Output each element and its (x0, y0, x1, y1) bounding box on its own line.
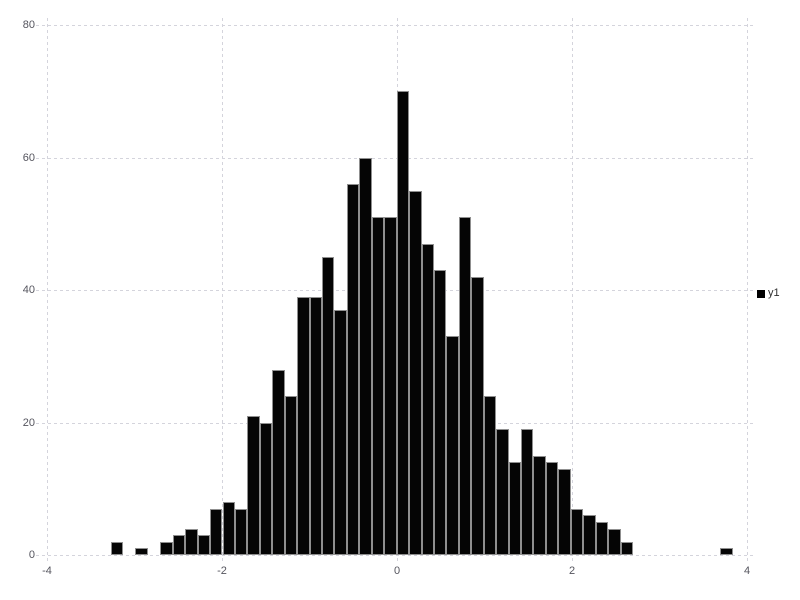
gridline-vertical (747, 18, 748, 561)
x-axis-tick-label: -4 (42, 565, 52, 577)
legend-marker-icon (757, 289, 765, 298)
y-axis-tick-label: 20 (22, 417, 35, 429)
x-axis-tick-label: -2 (217, 565, 227, 577)
histogram-bar (284, 396, 298, 555)
histogram-bar (172, 535, 186, 555)
gridline-horizontal (36, 555, 755, 556)
x-axis-tick-label: 2 (568, 565, 576, 577)
histogram-bar (608, 528, 621, 555)
histogram-bar (160, 541, 173, 555)
histogram-bar (309, 296, 323, 555)
histogram-bar (508, 462, 522, 555)
gridline-vertical (47, 18, 48, 561)
histogram-bar (558, 468, 571, 555)
histogram-bar (210, 508, 223, 555)
histogram-bar (521, 429, 534, 555)
histogram-bar (471, 276, 484, 555)
histogram-bar (446, 336, 459, 555)
histogram-bar (433, 270, 447, 555)
gridline-vertical (222, 18, 223, 561)
histogram-bar (720, 548, 733, 555)
histogram-bar (583, 515, 596, 555)
histogram-bar (620, 541, 633, 555)
x-axis-tick-label: 0 (393, 565, 401, 577)
histogram-bar (222, 502, 235, 555)
histogram-bar (234, 508, 248, 555)
histogram-bar (371, 217, 385, 555)
histogram-bar (533, 455, 546, 555)
histogram-bar (272, 369, 285, 555)
y-axis-tick-label: 0 (28, 549, 35, 561)
gridline-horizontal (36, 25, 755, 26)
x-axis-tick-label: 4 (743, 565, 751, 577)
y-axis-tick-label: 60 (22, 152, 35, 164)
histogram-bar (570, 508, 584, 555)
histogram-bar (483, 396, 497, 555)
legend-label: y1 (768, 287, 780, 299)
histogram-bar (346, 184, 360, 555)
histogram-bar (359, 157, 372, 555)
histogram-bar (259, 422, 273, 555)
histogram-bar (197, 535, 211, 555)
legend: y1 (757, 288, 780, 299)
histogram-bar (297, 296, 310, 555)
histogram-bar (595, 521, 609, 555)
histogram-bar (384, 217, 397, 555)
gridline-vertical (572, 18, 573, 561)
histogram-bar (334, 309, 347, 555)
histogram-bar (247, 415, 260, 555)
histogram-bar (322, 256, 335, 555)
histogram-bar (409, 190, 422, 555)
histogram-bar (185, 528, 198, 555)
gridline-horizontal (36, 158, 755, 159)
histogram-bar (135, 548, 148, 555)
histogram-bar (396, 91, 410, 555)
histogram-bar (496, 429, 509, 555)
y-axis-tick-label: 40 (22, 284, 35, 296)
histogram-bar (545, 462, 559, 555)
y-axis-tick-label: 80 (22, 19, 35, 31)
histogram-bar (421, 243, 434, 555)
histogram-bar (458, 217, 472, 555)
histogram-bar (110, 541, 123, 555)
